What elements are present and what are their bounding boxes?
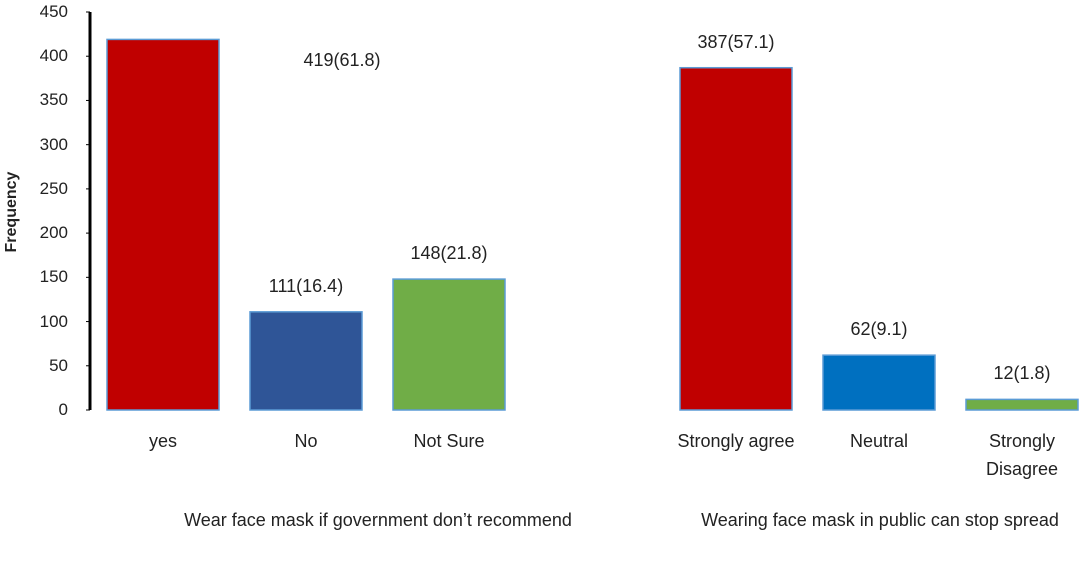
bar [392, 278, 506, 411]
data-label: 111(16.4) [268, 275, 344, 296]
bar [679, 66, 793, 411]
bar [965, 398, 1079, 411]
x-tick-label: Strongly Disagree [985, 431, 1059, 479]
x-tick-label: yes [148, 431, 177, 451]
data-label: 62(9.1) [850, 319, 908, 340]
bar [249, 311, 363, 411]
x-tick-label: Neutral [849, 431, 909, 451]
x-tick-label: Strongly agree [677, 431, 795, 451]
x-tick-label: Not Sure [413, 431, 485, 451]
x-tick-label: No [294, 431, 318, 451]
y-tick-label: 200 [39, 223, 68, 243]
data-label: 387(57.1) [697, 31, 775, 52]
y-tick-label: 250 [39, 178, 68, 198]
y-tick-label: 50 [49, 355, 68, 375]
data-label: 419(61.8) [303, 50, 381, 70]
y-tick-label: 350 [39, 90, 68, 110]
data-label: 12(1.8) [993, 363, 1051, 384]
bar [106, 38, 220, 411]
y-tick-label: 150 [39, 267, 68, 287]
y-tick-label: 0 [58, 400, 68, 419]
group-label: Wear face mask if government don’t recom… [184, 510, 572, 530]
y-tick-label: 400 [39, 46, 68, 66]
y-tick-label: 450 [39, 2, 68, 21]
y-tick-label: 300 [39, 134, 68, 154]
data-label: 148(21.8) [410, 243, 488, 264]
y-tick-label: 100 [39, 311, 68, 331]
group-label: Wearing face mask in public can stop spr… [701, 510, 1059, 530]
bar [822, 354, 936, 411]
